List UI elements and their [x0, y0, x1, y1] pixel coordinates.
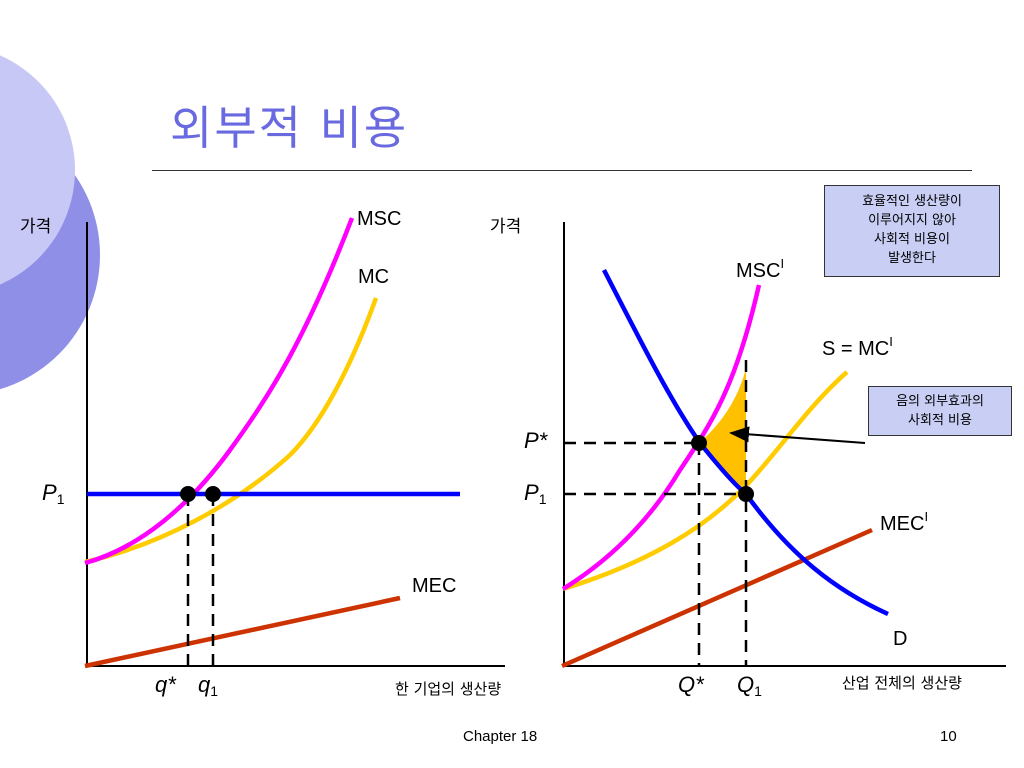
- slide-title: 외부적 비용: [170, 101, 409, 155]
- right-x-axis-label: 산업 전체의 생산량: [842, 674, 962, 692]
- right-q1-label: Q1: [737, 672, 762, 699]
- left-mec-label: MEC: [412, 575, 456, 597]
- left-q1-label: q1: [198, 672, 218, 699]
- inefficiency-note-line: 발생한다: [888, 251, 936, 266]
- social-cost-arrow: [729, 426, 866, 444]
- right-q-star-label: Q*: [678, 672, 705, 697]
- left-x-axis-label: 한 기업의 생산량: [395, 680, 501, 698]
- right-msc-label: MSCI: [736, 256, 784, 282]
- left-y-axis-label: 가격: [20, 217, 51, 237]
- left-market-point: [205, 486, 221, 502]
- left-price-label: P1: [42, 480, 65, 507]
- right-msc-curve: [561, 284, 762, 591]
- inefficiency-note: 효율적인 생산량이 이루어지지 않아 사회적 비용이 발생한다: [824, 185, 1000, 277]
- inefficiency-note-line: 이루어지지 않아: [868, 213, 956, 228]
- left-efficient-point: [180, 486, 196, 502]
- right-efficient-point: [691, 435, 707, 451]
- left-mec-curve: [84, 595, 401, 669]
- right-supply-label: S = MCI: [822, 334, 893, 360]
- right-p1-label: P1: [524, 480, 547, 507]
- footer-chapter: Chapter 18: [463, 728, 538, 745]
- left-graph: 가격 MSC MC MEC P1 q* q1 한 기업의 생산량: [20, 208, 505, 699]
- right-demand-curve: [601, 268, 889, 617]
- left-msc-curve: [84, 217, 355, 566]
- left-mc-label: MC: [358, 266, 389, 288]
- left-msc-label: MSC: [357, 208, 401, 230]
- inefficiency-note-line: 사회적 비용이: [874, 232, 950, 247]
- social-cost-note-line: 사회적 비용: [908, 413, 972, 428]
- inefficiency-note-line: 효율적인 생산량이: [862, 194, 962, 209]
- right-supply-curve: [562, 370, 849, 592]
- title-divider: [152, 170, 972, 171]
- deadweight-loss-area: [699, 368, 746, 494]
- right-graph: 가격 MSCI S = MCI MECI D P* P1 Q* Q1 산업 전체…: [490, 217, 1006, 699]
- left-mc-curve: [84, 297, 379, 565]
- left-q-star-label: q*: [155, 672, 177, 697]
- right-demand-label: D: [893, 628, 907, 650]
- social-cost-note-line: 음의 외부효과의: [896, 394, 984, 409]
- social-cost-note: 음의 외부효과의 사회적 비용: [868, 386, 1012, 436]
- right-y-axis-label: 가격: [490, 217, 521, 237]
- right-market-point: [738, 486, 754, 502]
- right-mec-curve: [561, 527, 873, 669]
- right-mec-label: MECI: [880, 509, 928, 535]
- page-number: 10: [940, 728, 957, 745]
- right-p-star-label: P*: [524, 428, 549, 453]
